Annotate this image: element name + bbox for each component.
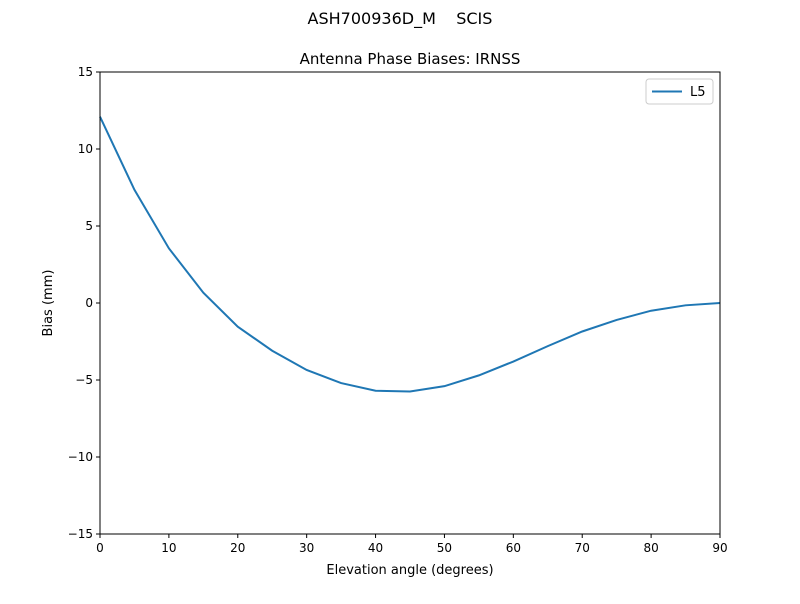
chart-title: Antenna Phase Biases: IRNSS	[300, 50, 521, 68]
y-tick-label: −5	[75, 373, 93, 387]
x-tick-label: 0	[96, 541, 104, 555]
x-tick-label: 10	[161, 541, 176, 555]
legend: L5	[645, 78, 714, 105]
x-tick-label: 80	[643, 541, 658, 555]
x-axis-label: Elevation angle (degrees)	[326, 563, 493, 578]
y-tick-label: 0	[85, 296, 93, 310]
y-tick-label: 5	[85, 219, 93, 233]
y-tick-label: 15	[78, 65, 93, 79]
y-axis-label: Bias (mm)	[41, 270, 56, 337]
chart-suptitle: ASH700936D_M SCIS	[308, 9, 493, 29]
series-line-L5	[99, 116, 721, 393]
x-tick-label: 70	[575, 541, 590, 555]
x-tick-label: 20	[230, 541, 245, 555]
x-tick-label: 60	[506, 541, 521, 555]
legend-label: L5	[690, 85, 706, 100]
plot-frame	[99, 71, 721, 535]
x-tick-label: 30	[299, 541, 314, 555]
x-tick-label: 40	[368, 541, 383, 555]
x-tick-label: 90	[712, 541, 727, 555]
y-tick-label: −10	[68, 450, 93, 464]
y-tick-label: 10	[78, 142, 93, 156]
x-tick-label: 50	[437, 541, 452, 555]
y-tick-label: −15	[68, 527, 93, 541]
